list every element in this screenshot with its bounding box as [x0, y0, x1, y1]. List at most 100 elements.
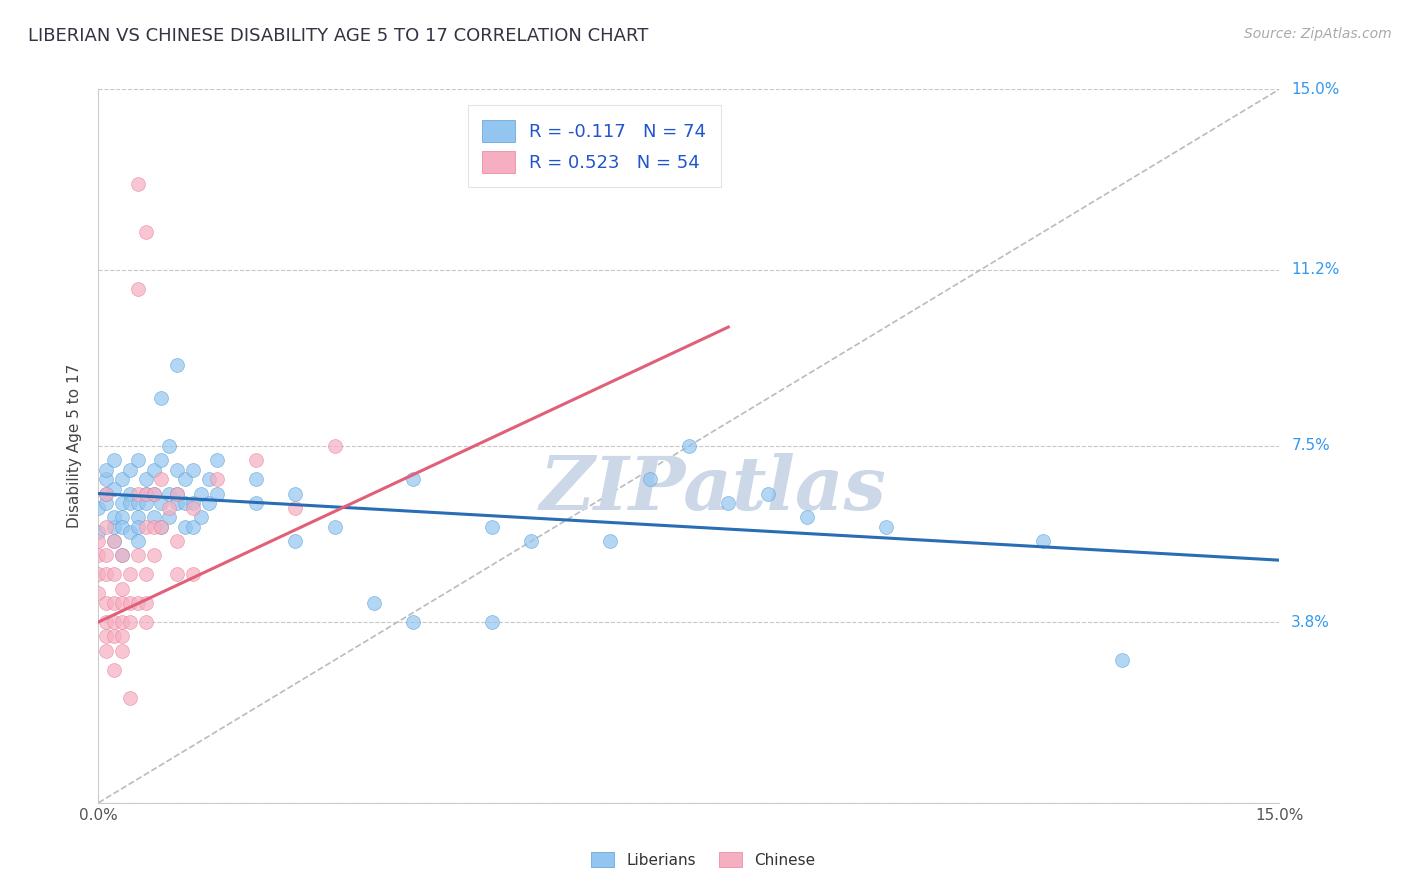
Point	[103, 482, 125, 496]
Point	[323, 439, 346, 453]
Point	[599, 534, 621, 549]
Point	[402, 472, 425, 486]
Point	[127, 534, 149, 549]
Point	[174, 520, 197, 534]
Point	[150, 496, 173, 510]
Point	[135, 615, 157, 629]
Point	[197, 472, 219, 486]
Point	[87, 586, 110, 600]
Point	[402, 615, 425, 629]
Point	[118, 691, 141, 706]
Point	[150, 520, 173, 534]
Point	[142, 510, 165, 524]
Point	[174, 472, 197, 486]
Point	[118, 567, 141, 582]
Point	[678, 439, 700, 453]
Point	[111, 549, 134, 563]
Point	[96, 615, 118, 629]
Point	[284, 486, 307, 500]
Point	[481, 520, 503, 534]
Point	[197, 496, 219, 510]
Point	[181, 463, 204, 477]
Text: 15.0%: 15.0%	[1291, 82, 1340, 96]
Point	[118, 486, 141, 500]
Point	[205, 453, 228, 467]
Point	[96, 629, 118, 643]
Point	[875, 520, 897, 534]
Point	[205, 486, 228, 500]
Point	[756, 486, 779, 500]
Y-axis label: Disability Age 5 to 17: Disability Age 5 to 17	[67, 364, 83, 528]
Point	[135, 486, 157, 500]
Point	[135, 496, 157, 510]
Point	[127, 596, 149, 610]
Point	[87, 524, 110, 539]
Point	[118, 615, 141, 629]
Point	[127, 282, 149, 296]
Point	[174, 496, 197, 510]
Point	[284, 534, 307, 549]
Point	[87, 549, 110, 563]
Point	[96, 486, 118, 500]
Point	[103, 510, 125, 524]
Point	[127, 549, 149, 563]
Point	[135, 567, 157, 582]
Point	[142, 486, 165, 500]
Point	[150, 472, 173, 486]
Point	[166, 567, 188, 582]
Point	[96, 520, 118, 534]
Text: 3.8%: 3.8%	[1291, 615, 1330, 630]
Point	[245, 453, 267, 467]
Point	[111, 510, 134, 524]
Point	[103, 663, 125, 677]
Point	[166, 486, 188, 500]
Point	[135, 486, 157, 500]
Point	[166, 534, 188, 549]
Point	[111, 629, 134, 643]
Point	[103, 453, 125, 467]
Point	[111, 582, 134, 596]
Point	[245, 496, 267, 510]
Point	[190, 486, 212, 500]
Point	[717, 496, 740, 510]
Point	[111, 549, 134, 563]
Point	[323, 520, 346, 534]
Point	[111, 615, 134, 629]
Point	[245, 472, 267, 486]
Point	[157, 439, 180, 453]
Point	[127, 496, 149, 510]
Point	[103, 520, 125, 534]
Point	[96, 486, 118, 500]
Point	[111, 596, 134, 610]
Point	[127, 520, 149, 534]
Point	[96, 472, 118, 486]
Point	[135, 520, 157, 534]
Point	[127, 510, 149, 524]
Point	[796, 510, 818, 524]
Point	[166, 358, 188, 372]
Legend: R = -0.117   N = 74, R = 0.523   N = 54: R = -0.117 N = 74, R = 0.523 N = 54	[468, 105, 721, 187]
Point	[181, 520, 204, 534]
Point	[135, 472, 157, 486]
Point	[96, 549, 118, 563]
Point	[96, 567, 118, 582]
Point	[96, 463, 118, 477]
Point	[142, 549, 165, 563]
Point	[111, 643, 134, 657]
Point	[166, 486, 188, 500]
Point	[87, 500, 110, 515]
Point	[127, 178, 149, 192]
Point	[190, 510, 212, 524]
Text: 7.5%: 7.5%	[1291, 439, 1330, 453]
Point	[150, 392, 173, 406]
Point	[166, 496, 188, 510]
Point	[111, 472, 134, 486]
Point	[96, 496, 118, 510]
Point	[118, 596, 141, 610]
Point	[157, 510, 180, 524]
Point	[118, 463, 141, 477]
Point	[96, 643, 118, 657]
Text: Source: ZipAtlas.com: Source: ZipAtlas.com	[1244, 27, 1392, 41]
Point	[181, 500, 204, 515]
Point	[118, 524, 141, 539]
